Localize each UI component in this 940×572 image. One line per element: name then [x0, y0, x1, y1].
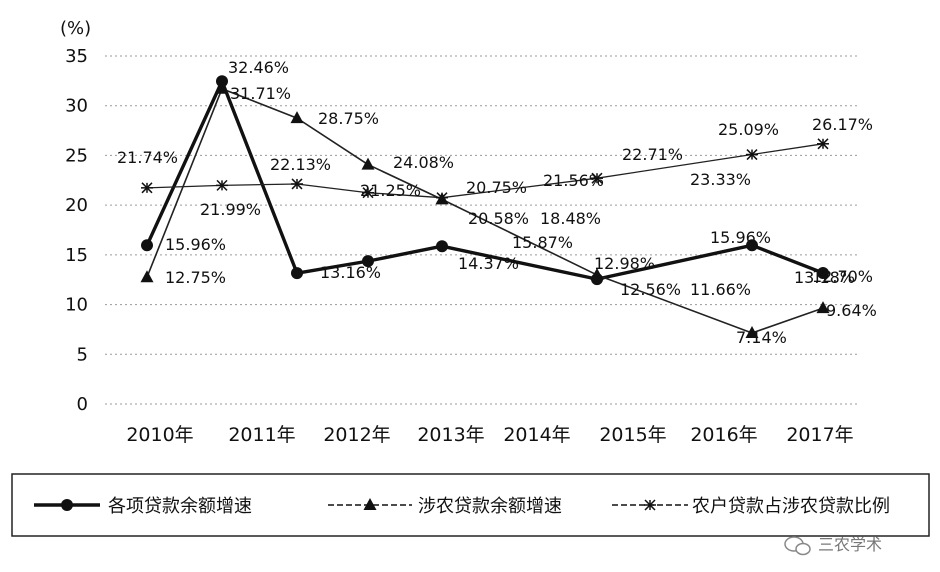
data-label: 9.64% — [826, 301, 877, 320]
data-label: 22.71% — [622, 145, 683, 164]
x-tick-label: 2012年 — [323, 424, 390, 446]
y-axis-unit: (%) — [60, 18, 91, 39]
data-label: 26.17% — [812, 115, 873, 134]
watermark-text: 三农学术 — [818, 535, 882, 554]
y-tick-label: 35 — [65, 46, 88, 67]
legend-item: 各项贷款余额增速 — [34, 496, 252, 517]
legend-box — [11, 473, 930, 537]
y-tick-label: 15 — [65, 245, 88, 266]
data-label: 15.96% — [710, 228, 771, 247]
marker-triangle — [361, 157, 375, 170]
marker-triangle — [745, 326, 759, 339]
marker-triangle — [140, 270, 154, 283]
data-label: 31.71% — [230, 84, 291, 103]
x-tick-label: 2016年 — [690, 424, 757, 446]
data-label: 21.99% — [200, 200, 261, 219]
data-label: 22.13% — [270, 155, 331, 174]
y-axis-ticks: 0 5 10 15 20 25 30 35 — [65, 46, 88, 415]
extra-data-label: 23.33% — [690, 170, 751, 189]
marker-circle — [61, 499, 73, 511]
marker-star — [141, 182, 153, 194]
x-tick-label: 2010年 — [126, 424, 193, 446]
extra-data-label: 11.66% — [690, 280, 751, 299]
y-tick-label: 10 — [65, 295, 88, 316]
legend-item: 农户贷款占涉农贷款比例 — [612, 496, 890, 517]
series-line — [146, 143, 824, 199]
marker-triangle — [816, 301, 830, 314]
marker-star — [591, 172, 603, 184]
legend: 各项贷款余额增速 涉农贷款余额增速 农户贷款占涉农贷款比例 — [34, 496, 890, 517]
series-line — [145, 79, 824, 281]
legend-label: 涉农贷款余额增速 — [418, 496, 562, 517]
data-label: 14.37% — [458, 254, 519, 273]
legend-label: 农户贷款占涉农贷款比例 — [692, 496, 890, 517]
marker-circle — [817, 266, 829, 279]
marker-star — [644, 499, 656, 511]
legend-item: 涉农贷款余额增速 — [328, 496, 562, 517]
data-label: 20.75% — [466, 178, 527, 197]
data-label: 12.75% — [165, 268, 226, 287]
marker-star — [291, 178, 303, 190]
marker-star — [817, 138, 829, 150]
data-label: 32.46% — [228, 58, 289, 77]
marker-triangle — [290, 111, 304, 124]
y-tick-label: 30 — [65, 96, 88, 117]
data-label: 7.14% — [736, 328, 787, 347]
x-tick-label: 2014年 — [503, 424, 570, 446]
marker-star — [216, 179, 228, 191]
data-label: 12.98% — [594, 254, 655, 273]
series-line — [146, 87, 824, 334]
marker-star — [746, 149, 758, 161]
data-label: 13.16% — [320, 263, 381, 282]
marker-triangle — [215, 81, 229, 94]
y-tick-label: 25 — [65, 145, 88, 166]
marker-circle — [362, 255, 374, 268]
data-labels: 15.96% 32.46% 13.16% 14.37% 15.87% 12.56% 15.9… — [117, 58, 877, 347]
data-label: 15.87% — [512, 233, 573, 252]
marker-circle — [291, 267, 303, 280]
data-label: 24.08% — [393, 153, 454, 172]
wechat-icon — [784, 536, 811, 556]
marker-triangle — [363, 498, 377, 510]
data-label: 21.25% — [360, 181, 421, 200]
data-label: 15.96% — [165, 235, 226, 254]
x-tick-label: 2013年 — [417, 424, 484, 446]
y-tick-label: 0 — [77, 394, 88, 415]
series-markers — [140, 75, 830, 339]
extra-data-label: 18.48% — [540, 209, 601, 228]
legend-label: 各项贷款余额增速 — [108, 496, 252, 517]
extra-data-label: 21.56% — [543, 171, 604, 190]
x-axis-ticks: 2010年 2011年 2012年 2013年 2014年 2015年 2016年 2017年 — [126, 424, 853, 446]
x-tick-label: 2011年 — [228, 424, 295, 446]
x-tick-label: 2015年 — [599, 424, 666, 446]
series-lines — [145, 79, 824, 334]
marker-circle — [216, 75, 228, 88]
marker-star — [362, 187, 374, 199]
marker-circle — [746, 239, 758, 252]
data-label: 28.75% — [318, 109, 379, 128]
marker-triangle — [590, 267, 604, 280]
marker-star — [436, 192, 448, 204]
data-label: 20.58% — [468, 209, 529, 228]
x-tick-label: 2017年 — [786, 424, 853, 446]
y-tick-label: 5 — [77, 344, 88, 365]
extra-data-label: 12.70% — [812, 267, 873, 286]
data-label: 13.18% — [794, 268, 855, 287]
data-label: 25.09% — [718, 120, 779, 139]
y-tick-label: 20 — [65, 195, 88, 216]
marker-circle — [436, 240, 448, 253]
data-label: 21.74% — [117, 148, 178, 167]
marker-circle — [141, 239, 153, 252]
watermark: 三农学术 — [784, 535, 882, 556]
data-label: 12.56% — [620, 280, 681, 299]
